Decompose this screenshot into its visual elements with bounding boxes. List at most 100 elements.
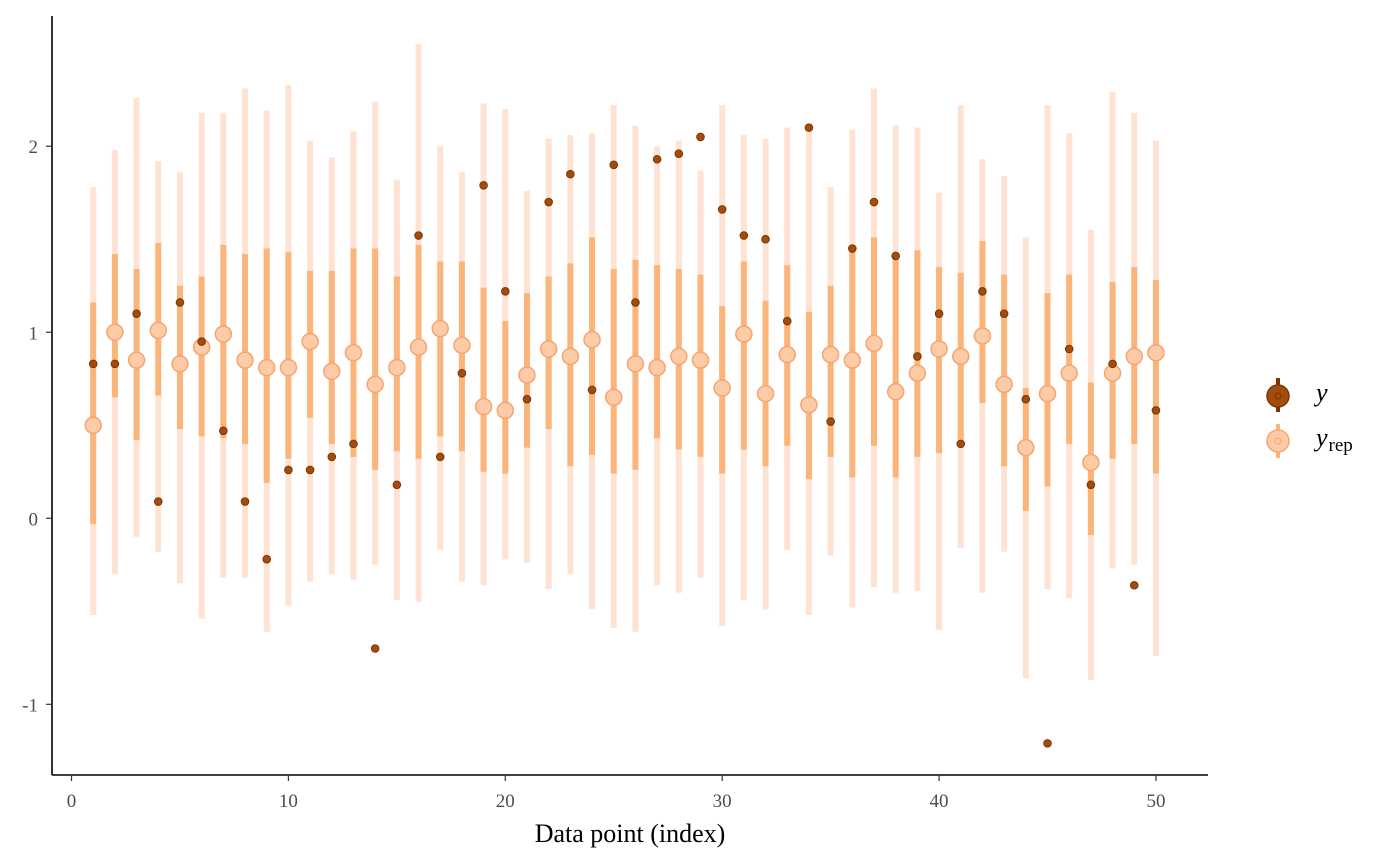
observed-y-point: [999, 309, 1009, 318]
yrep-median-point: [518, 366, 536, 384]
yrep-median-point: [214, 325, 233, 343]
observed-y-point: [1129, 580, 1139, 590]
yrep-median-point: [409, 338, 428, 356]
observed-y-point: [305, 465, 315, 475]
observed-y-point: [826, 417, 835, 426]
yrep-median-point: [106, 323, 124, 341]
observed-y-point: [804, 123, 814, 132]
observed-y-point: [913, 352, 922, 361]
observed-y-point: [219, 426, 228, 436]
yrep-median-point: [670, 347, 688, 366]
y-ticks: -1 0 1 2: [22, 137, 52, 716]
yrep-median-point: [1125, 347, 1144, 366]
observed-y-point: [587, 385, 597, 395]
yrep-median-point: [171, 355, 189, 373]
observed-y-point: [370, 644, 380, 653]
observed-y-point: [110, 359, 120, 369]
yrep-median-point: [257, 358, 276, 377]
yrep-median-point: [821, 345, 840, 364]
observed-y-point: [848, 244, 857, 253]
yrep-median-point: [301, 332, 319, 351]
yrep-median-point: [756, 384, 775, 403]
yrep-median-point: [84, 416, 102, 435]
observed-y-point: [1064, 344, 1074, 354]
yrep-median-point: [865, 334, 883, 353]
y-tick-label: 0: [29, 509, 39, 530]
yrep-median-point: [626, 355, 645, 373]
observed-y-point: [631, 298, 640, 307]
observed-y-point: [522, 394, 532, 404]
yrep-median-point: [1017, 438, 1035, 457]
observed-y-point: [934, 309, 944, 318]
legend-y-label: y: [1313, 378, 1328, 407]
yrep-median-point: [149, 321, 168, 340]
yrep-median-point: [1060, 364, 1078, 382]
observed-y-point: [544, 197, 553, 207]
legend-y-key-center: [1274, 392, 1282, 400]
observed-y-point: [500, 287, 510, 296]
x-tick-label: 30: [713, 791, 732, 812]
observed-y-point: [479, 180, 488, 190]
yrep-median-point: [930, 340, 948, 358]
yrep-median-point: [648, 358, 666, 377]
yrep-median-point: [1147, 343, 1165, 362]
yrep-median-point: [474, 397, 493, 416]
observed-y-point: [327, 452, 337, 462]
observed-y-point: [1151, 406, 1161, 415]
yrep-median-point: [604, 388, 623, 407]
observed-y-point: [566, 169, 575, 179]
yrep-median-point: [583, 330, 601, 349]
observed-y-point: [240, 497, 250, 506]
observed-y-point: [175, 298, 185, 307]
yrep-median-point: [539, 340, 558, 358]
x-axis-title: Data point (index): [535, 819, 726, 848]
observed-y-point: [1108, 359, 1117, 369]
observed-y-point: [717, 205, 727, 214]
observed-y-point: [782, 316, 792, 326]
x-tick-label: 0: [67, 791, 77, 812]
observed-y-point: [956, 439, 966, 449]
yrep-median-point: [236, 351, 254, 369]
axes: [51, 16, 1208, 776]
observed-y-point: [739, 231, 749, 240]
observed-y-point: [262, 554, 272, 564]
y-tick-label: 1: [29, 323, 39, 344]
legend-yrep-key-center: [1274, 437, 1282, 445]
yrep-median-point: [886, 383, 905, 401]
observed-y-point: [1086, 480, 1096, 490]
observed-y-point: [414, 231, 423, 240]
yrep-median-point: [908, 364, 927, 382]
legend-item-y: y: [1266, 378, 1328, 412]
x-tick-label: 50: [1146, 791, 1165, 812]
yrep-median-point: [1082, 453, 1100, 472]
legend-item-yrep: yrep: [1266, 423, 1353, 458]
yrep-median-point: [995, 375, 1013, 394]
observed-y-point: [609, 160, 619, 170]
yrep-medians: [84, 319, 1165, 472]
legend-yrep-key-point: [1266, 429, 1290, 453]
yrep-median-point: [366, 375, 384, 394]
yrep-median-point: [1038, 384, 1057, 403]
yrep-median-point: [952, 347, 970, 366]
x-tick-label: 10: [279, 791, 298, 812]
legend: y yrep: [1266, 378, 1353, 458]
observed-y-point: [197, 337, 206, 346]
observed-y-point: [1021, 394, 1031, 404]
observed-y-point: [1043, 739, 1052, 748]
observed-y-point: [652, 154, 662, 164]
observed-y-point: [153, 497, 163, 506]
yrep-median-point: [778, 345, 796, 364]
yrep-median-point: [431, 319, 449, 338]
observed-y-point: [284, 465, 293, 475]
observed-y-point: [869, 197, 879, 207]
yrep-median-point: [973, 327, 992, 345]
yrep-median-point: [323, 362, 341, 381]
observed-y-point: [349, 439, 358, 449]
legend-y-key-point: [1266, 384, 1290, 408]
observed-y-point: [696, 132, 705, 142]
observed-y-point: [674, 149, 684, 158]
observed-y-point: [457, 368, 467, 378]
yrep-median-point: [713, 379, 731, 397]
x-tick-label: 40: [930, 791, 949, 812]
